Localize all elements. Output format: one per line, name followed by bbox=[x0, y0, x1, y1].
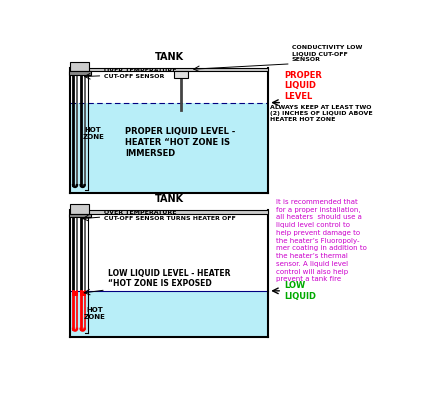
Bar bbox=[70, 291, 268, 337]
Text: TANK: TANK bbox=[154, 52, 183, 62]
Text: OVER TEMPERATURE
CUT-OFF SENSOR: OVER TEMPERATURE CUT-OFF SENSOR bbox=[104, 68, 177, 79]
Bar bbox=[70, 67, 268, 71]
Text: ALWAYS KEEP AT LEAST TWO
(2) INCHES OF LIQUID ABOVE
HEATER HOT ZONE: ALWAYS KEEP AT LEAST TWO (2) INCHES OF L… bbox=[270, 105, 373, 121]
Bar bbox=[70, 102, 268, 193]
Text: CONDUCTIVITY LOW
LIQUID CUT-OFF
SENSOR: CONDUCTIVITY LOW LIQUID CUT-OFF SENSOR bbox=[292, 45, 362, 62]
Text: LOW
LIQUID: LOW LIQUID bbox=[284, 281, 316, 301]
Bar bbox=[72, 291, 78, 296]
Bar bbox=[80, 291, 86, 296]
Bar bbox=[70, 62, 89, 71]
Bar bbox=[70, 67, 268, 102]
Bar bbox=[69, 71, 91, 75]
Bar bbox=[70, 210, 268, 214]
Text: PROPER
LIQUID
LEVEL: PROPER LIQUID LEVEL bbox=[284, 71, 322, 101]
Bar bbox=[173, 71, 188, 78]
Text: OVER TEMPERATURE
CUT-OFF SENSOR TURNS HEATER OFF: OVER TEMPERATURE CUT-OFF SENSOR TURNS HE… bbox=[104, 210, 236, 221]
Text: HOT
ZONE: HOT ZONE bbox=[82, 127, 104, 141]
Text: PROPER LIQUID LEVEL -
HEATER “HOT ZONE IS
IMMERSED: PROPER LIQUID LEVEL - HEATER “HOT ZONE I… bbox=[125, 127, 235, 158]
Bar bbox=[70, 204, 89, 214]
Text: HOT
ZONE: HOT ZONE bbox=[84, 307, 106, 320]
Text: TANK: TANK bbox=[154, 194, 183, 204]
Text: LOW LIQUID LEVEL - HEATER
“HOT ZONE IS EXPOSED: LOW LIQUID LEVEL - HEATER “HOT ZONE IS E… bbox=[107, 269, 230, 288]
Bar bbox=[69, 214, 91, 217]
Text: It is recommended that
for a proper installation,
all heaters  should use a
liqu: It is recommended that for a proper inst… bbox=[276, 199, 367, 282]
